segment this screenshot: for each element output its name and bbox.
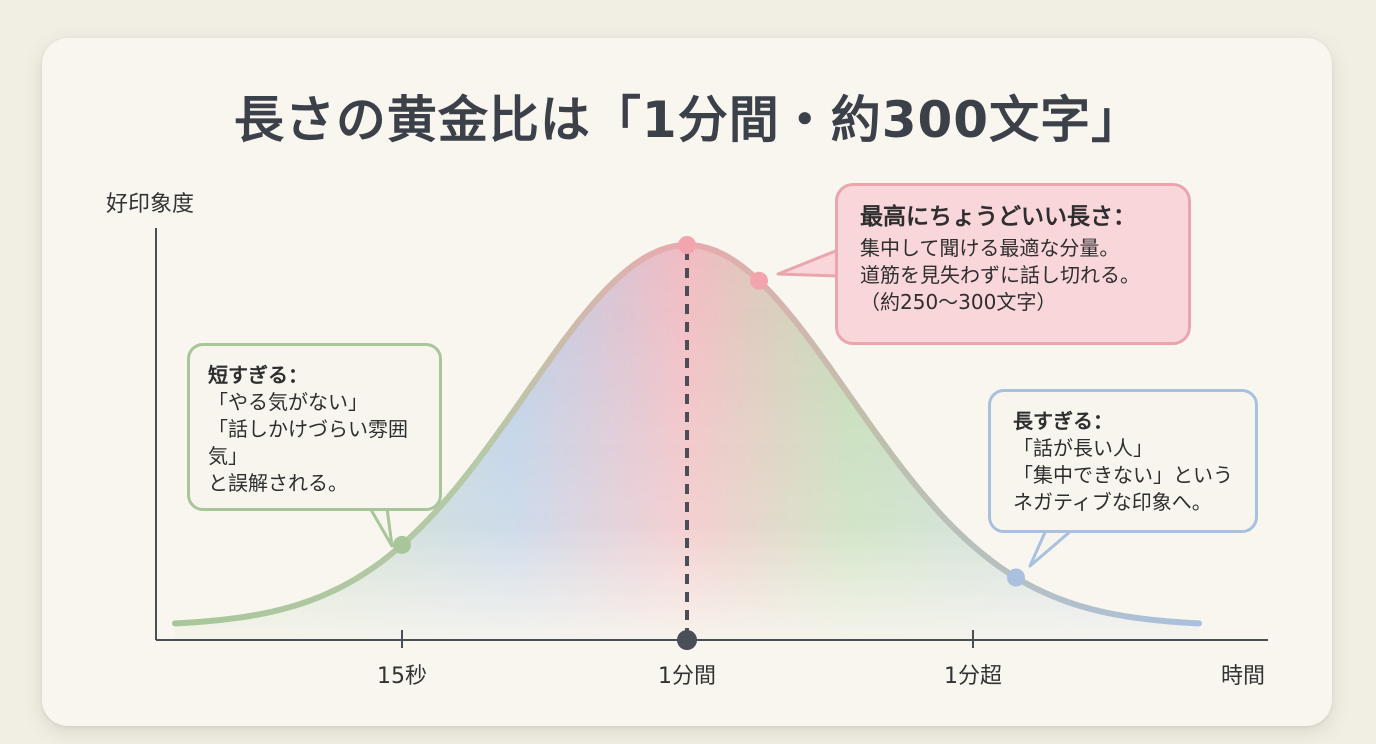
callout-long-line: 「話が長い人」 bbox=[1013, 436, 1153, 460]
callout-best-line: 道筋を見失わずに話し切れる。 bbox=[860, 263, 1140, 287]
callout-short-heading: 短すぎる： bbox=[208, 363, 308, 387]
best-point bbox=[750, 271, 768, 290]
callout-short-line: 「やる気がない」 bbox=[208, 390, 368, 414]
tick-15s: 15秒 bbox=[377, 664, 427, 689]
callout-short: 短すぎる： 「やる気がない」 「話しかけづらい雰囲 気」 と誤解される。 bbox=[187, 343, 442, 511]
callout-long-line: ネガティブな印象へ。 bbox=[1013, 490, 1212, 514]
callout-best-line: （約250〜300文字） bbox=[860, 290, 1057, 314]
short-point bbox=[393, 535, 411, 554]
callout-short-line: 「話しかけづらい雰囲 bbox=[208, 417, 408, 441]
long-point bbox=[1007, 568, 1025, 587]
x-axis-label: 時間 bbox=[1221, 664, 1266, 689]
callout-tail-best bbox=[776, 248, 840, 278]
callout-short-line: と誤解される。 bbox=[208, 471, 348, 495]
page-title: 長さの黄金比は「1分間・約300文字」 bbox=[233, 91, 1143, 149]
y-axis-label: 好印象度 bbox=[106, 192, 195, 217]
curve-area bbox=[175, 245, 1200, 640]
tick-over-1min: 1分超 bbox=[944, 664, 1002, 689]
callout-tail-long bbox=[1028, 528, 1074, 568]
callout-best: 最高にちょうどいい長さ： 集中して聞ける最適な分量。 道筋を見失わずに話し切れる… bbox=[835, 183, 1191, 345]
callout-long: 長すぎる： 「話が長い人」 「集中できない」という ネガティブな印象へ。 bbox=[988, 389, 1258, 533]
callout-best-line: 集中して聞ける最適な分量。 bbox=[860, 236, 1120, 260]
callout-best-heading: 最高にちょうどいい長さ： bbox=[860, 204, 1136, 230]
peak-point bbox=[678, 236, 696, 254]
callout-long-line: 「集中できない」という bbox=[1013, 463, 1233, 487]
tick-1min: 1分間 bbox=[658, 664, 716, 689]
x-axis-marker bbox=[677, 630, 697, 650]
callout-long-heading: 長すぎる： bbox=[1013, 409, 1113, 433]
callout-short-line: 気」 bbox=[208, 444, 248, 468]
callout-tail-short bbox=[368, 506, 394, 548]
